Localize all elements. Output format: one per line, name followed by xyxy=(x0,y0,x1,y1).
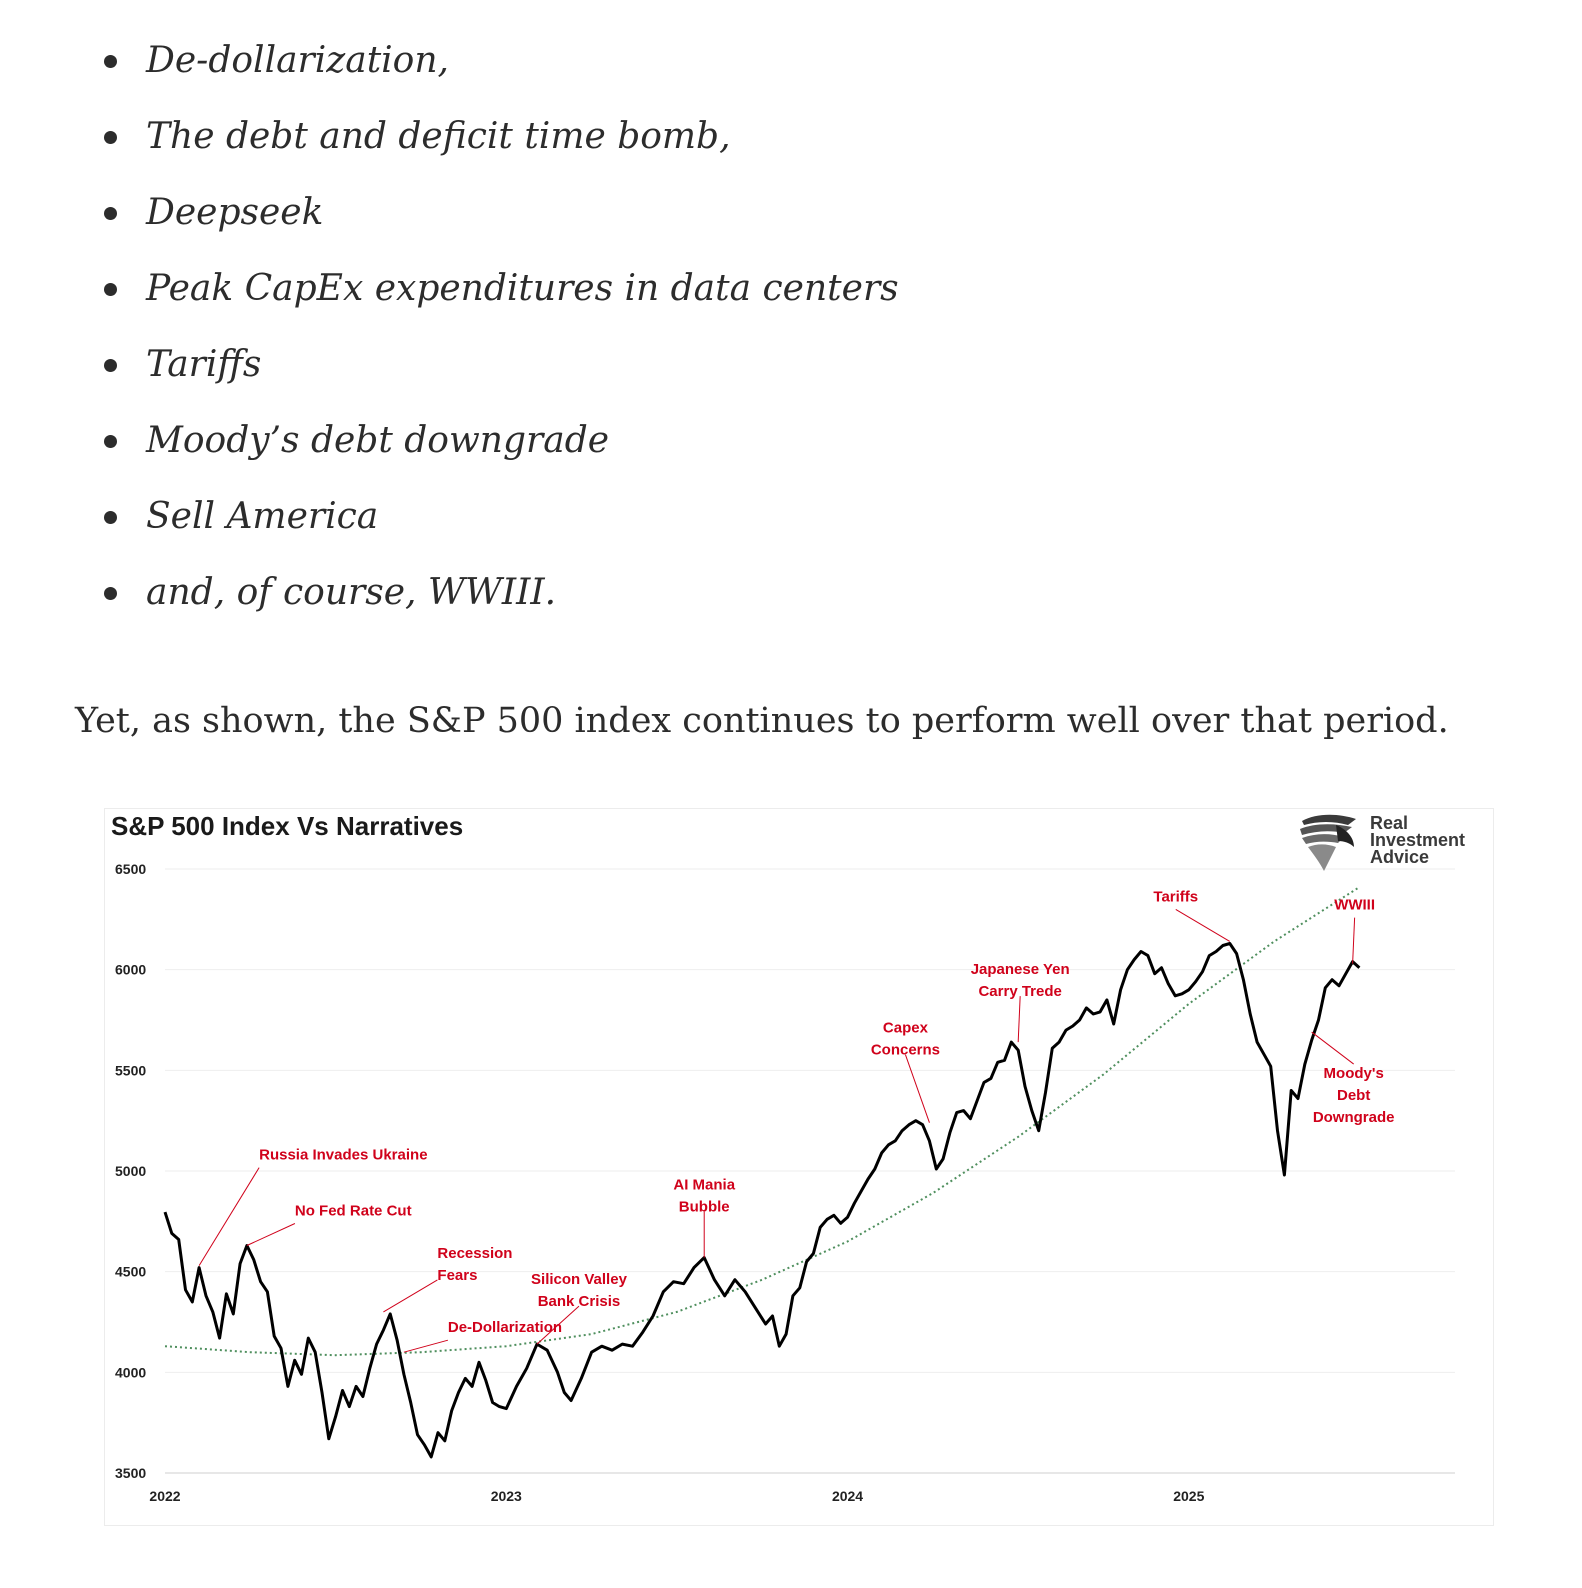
list-item: Sell America xyxy=(0,484,1200,560)
annotation-label: WWIII xyxy=(1334,897,1375,914)
annotation-label: Bank Crisis xyxy=(538,1293,621,1310)
list-item-text: Tariffs xyxy=(146,344,262,385)
list-item-text: Peak CapEx expenditures in data centers xyxy=(146,268,899,309)
logo-line: Real xyxy=(1370,813,1409,833)
list-item-text: Deepseek xyxy=(146,192,324,233)
annotation-label: Moody's xyxy=(1324,1065,1384,1082)
annotation-leader xyxy=(904,1054,930,1123)
annotation-label: Capex xyxy=(883,1020,929,1037)
annotation-leader xyxy=(383,1279,438,1313)
bullet-icon xyxy=(104,131,117,144)
annotation-label: Silicon Valley xyxy=(531,1271,628,1288)
list-item: The debt and deficit time bomb, xyxy=(0,104,1200,180)
x-tick-label: 2024 xyxy=(832,1488,863,1504)
annotation-leader xyxy=(1175,909,1231,942)
chart-figure: 6500 6000 5500 5000 4500 4000 3500 2022 2023 2024… xyxy=(104,808,1494,1526)
annotation-label: Fears xyxy=(437,1267,477,1284)
logo-line: Advice xyxy=(1370,847,1430,867)
y-tick-label: 6500 xyxy=(115,861,146,877)
annotation-label: De-Dollarization xyxy=(448,1319,562,1336)
y-tick-label: 5500 xyxy=(115,1062,146,1078)
annotation-leader xyxy=(1017,996,1021,1043)
annotation-label: Japanese Yen xyxy=(971,961,1070,978)
y-tick-label: 4500 xyxy=(115,1264,146,1280)
list-item: Moody’s debt downgrade xyxy=(0,408,1200,484)
y-tick-label: 4000 xyxy=(115,1364,146,1380)
bullet-icon xyxy=(104,207,117,220)
list-item-text: Moody’s debt downgrade xyxy=(146,420,610,461)
logo-wordmark: Real Investment Advice xyxy=(1370,813,1466,867)
annotation-leader xyxy=(536,1305,580,1345)
eagle-head-icon xyxy=(1300,814,1356,871)
list-item-text: The debt and deficit time bomb, xyxy=(146,116,731,157)
bullet-icon xyxy=(104,359,117,372)
list-item: De-dollarization, xyxy=(0,28,1200,104)
annotation-label: Recession xyxy=(437,1245,512,1262)
list-item: Peak CapEx expenditures in data centers xyxy=(0,256,1200,332)
annotation-label: Carry Trede xyxy=(978,983,1061,1000)
annotation-label: Debt xyxy=(1337,1087,1370,1104)
narratives-list: De-dollarization, The debt and deficit t… xyxy=(0,28,1200,636)
bullet-icon xyxy=(104,55,117,68)
annotation-leader xyxy=(1352,917,1356,964)
trend-line xyxy=(164,886,1360,1357)
y-tick-label: 6000 xyxy=(115,962,146,978)
y-tick-label: 3500 xyxy=(115,1465,146,1481)
logo-line: Investment xyxy=(1370,830,1466,850)
chart-title: S&P 500 Index Vs Narratives xyxy=(111,811,464,841)
annotation-leader xyxy=(246,1223,296,1246)
bullet-icon xyxy=(104,435,117,448)
list-item-text: Sell America xyxy=(146,496,379,537)
annotation-label: Downgrade xyxy=(1313,1109,1395,1126)
y-tick-label: 5000 xyxy=(115,1163,146,1179)
annotation-label: Bubble xyxy=(679,1199,730,1216)
annotation-label: No Fed Rate Cut xyxy=(295,1202,412,1219)
brand-logo: Real Investment Advice xyxy=(1298,811,1488,873)
list-item-text: and, of course, WWIII. xyxy=(146,572,557,613)
annotation-label: AI Mania xyxy=(673,1177,735,1194)
list-item: and, of course, WWIII. xyxy=(0,560,1200,636)
bullet-icon xyxy=(104,511,117,524)
bullet-icon xyxy=(104,587,117,600)
bullet-icon xyxy=(104,283,117,296)
body-paragraph: Yet, as shown, the S&P 500 index continu… xyxy=(75,701,1449,741)
annotation-label: Tariffs xyxy=(1153,888,1198,905)
annotation-label: Russia Invades Ukraine xyxy=(259,1147,427,1164)
annotation-leader xyxy=(403,1339,449,1353)
list-item: Deepseek xyxy=(0,180,1200,256)
annotation-leader xyxy=(198,1167,260,1266)
annotation-label: Concerns xyxy=(871,1042,940,1059)
annotation-leader xyxy=(1311,1031,1354,1065)
list-item-text: De-dollarization, xyxy=(146,40,449,81)
x-tick-label: 2025 xyxy=(1173,1488,1204,1504)
list-item: Tariffs xyxy=(0,332,1200,408)
sp500-series-line xyxy=(163,942,1361,1459)
x-tick-label: 2023 xyxy=(491,1488,522,1504)
x-tick-label: 2022 xyxy=(149,1488,180,1504)
